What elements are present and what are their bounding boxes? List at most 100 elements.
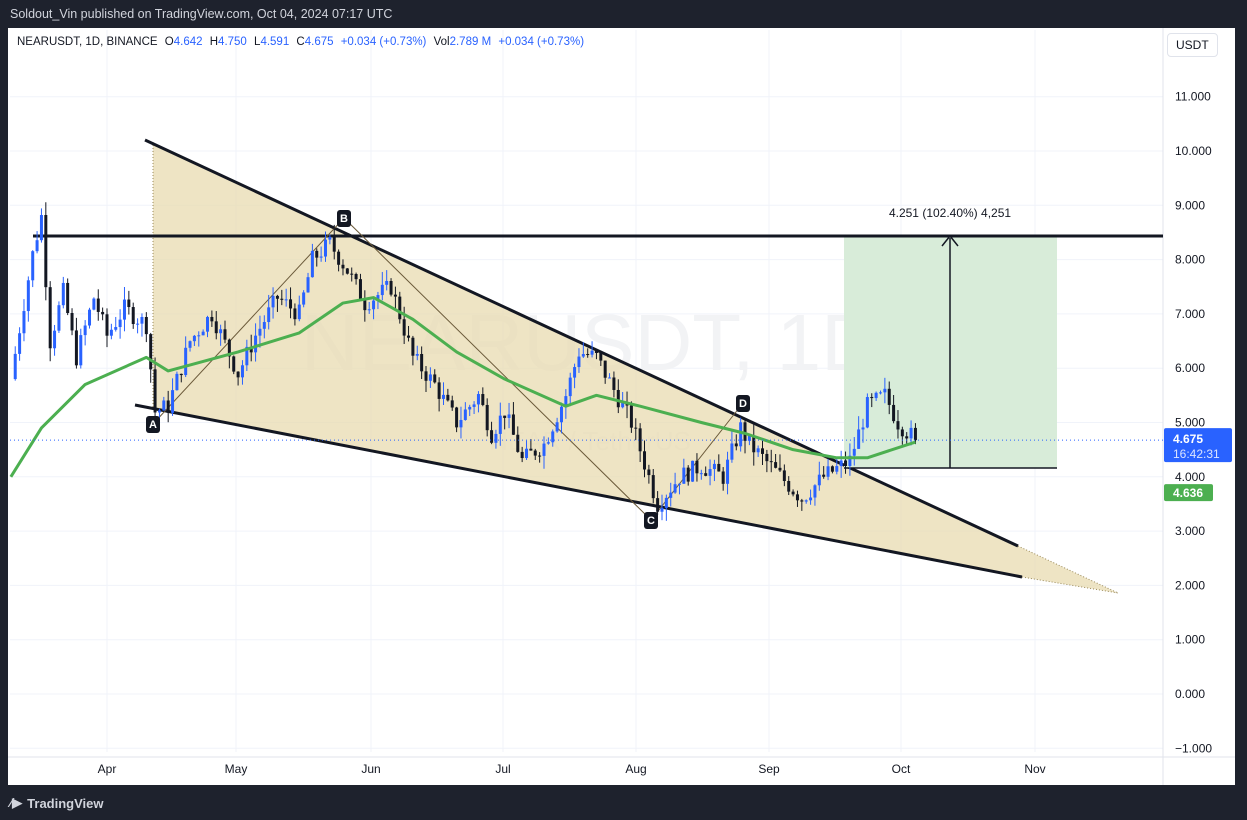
candle-body <box>844 460 848 466</box>
candle-body <box>48 287 52 349</box>
candle-body <box>236 371 240 378</box>
candle-body <box>188 341 192 348</box>
last-price-badge <box>1164 428 1232 463</box>
candle-body <box>39 215 43 241</box>
candle-body <box>717 463 721 472</box>
candle-body <box>367 309 371 311</box>
candle-body <box>857 429 861 449</box>
candle-body <box>459 419 463 428</box>
candle-body <box>599 353 603 361</box>
candle-body <box>284 299 288 301</box>
candle-body <box>450 400 454 408</box>
candle-body <box>835 466 839 472</box>
candle-body <box>900 429 904 437</box>
candle-body <box>542 443 546 456</box>
candle-body <box>791 491 795 495</box>
ma-value-label: 4.636 <box>1173 486 1203 500</box>
candle-body <box>682 467 686 484</box>
candle-body <box>485 404 489 431</box>
x-tick-label: Jul <box>495 762 510 776</box>
y-tick-label: 3.000 <box>1175 524 1205 538</box>
currency-button[interactable]: USDT <box>1167 33 1218 57</box>
candle-body <box>726 459 730 484</box>
candle-body <box>297 304 301 320</box>
candle-body <box>363 300 367 311</box>
volume-change: +0.034 (+0.73%) <box>498 36 585 48</box>
brand-label: TradingView <box>27 795 104 811</box>
candle-body <box>573 367 577 378</box>
candle-body <box>415 353 419 356</box>
candle-body <box>586 354 590 356</box>
candle-body <box>809 497 813 501</box>
ma-value-badge <box>1164 484 1213 502</box>
candle-body <box>289 299 293 309</box>
candle-body <box>101 311 105 315</box>
candle-body <box>778 467 782 471</box>
close-label: C <box>296 36 305 48</box>
candle-body <box>114 327 118 330</box>
candle-body <box>581 354 585 357</box>
candle-body <box>559 406 563 423</box>
y-tick-label: 6.000 <box>1175 361 1205 375</box>
candle-body <box>385 280 389 285</box>
candle-body <box>660 507 664 512</box>
candle-body <box>883 388 887 393</box>
candle-body <box>634 427 638 429</box>
candle-body <box>782 470 786 482</box>
candle-body <box>341 264 345 269</box>
candle-body <box>441 394 445 399</box>
candle-body <box>219 329 223 334</box>
candle-body <box>865 397 869 428</box>
symbol-info[interactable]: NEARUSDT, 1D, BINANCE <box>17 36 158 48</box>
candle-body <box>739 422 743 447</box>
candle-body <box>446 394 450 401</box>
candle-body <box>712 463 716 470</box>
candle-body <box>756 448 760 453</box>
candle-body <box>747 435 751 441</box>
tradingview-brand[interactable]: ⁄▶ TradingView <box>10 795 104 811</box>
x-tick-label: May <box>225 762 248 776</box>
candle-body <box>896 421 900 430</box>
candle-body <box>647 469 651 476</box>
candle-body <box>407 335 411 338</box>
candle-body <box>372 300 376 310</box>
candle-body <box>306 277 310 293</box>
candle-body <box>621 402 625 408</box>
wedge-lower-trendline <box>134 403 1023 579</box>
candle-body <box>83 325 87 336</box>
candle-body <box>730 443 734 460</box>
x-tick-label: Sep <box>758 762 780 776</box>
candle-body <box>507 414 511 418</box>
candle-body <box>839 460 843 467</box>
candle-body <box>769 461 773 463</box>
candle-body <box>149 334 153 370</box>
candle-body <box>691 460 695 482</box>
candle-body <box>656 498 660 512</box>
candle-body <box>594 350 598 354</box>
pattern-point-label: C <box>647 515 655 527</box>
candle-body <box>267 307 271 323</box>
x-tick-label: Aug <box>625 762 646 776</box>
candle-body <box>874 392 878 399</box>
candle-body <box>389 280 393 295</box>
y-tick-label: −1.000 <box>1175 741 1212 755</box>
candle-body <box>227 339 231 357</box>
y-tick-label: 10.000 <box>1175 144 1212 158</box>
y-tick-label: 5.000 <box>1175 416 1205 430</box>
candle-body <box>88 309 92 326</box>
candle-body <box>826 466 830 477</box>
candle-body <box>402 319 406 336</box>
close-value: 4.675 <box>304 36 334 48</box>
candle-body <box>476 394 480 405</box>
pattern-point-marker <box>146 416 160 433</box>
candle-body <box>26 280 30 312</box>
candle-body <box>179 373 183 376</box>
candle-body <box>905 436 909 439</box>
candle-body <box>92 298 96 310</box>
y-tick-label: 4.000 <box>1175 470 1205 484</box>
candle-body <box>332 237 336 252</box>
candle-body <box>503 415 507 418</box>
candle-body <box>79 335 83 366</box>
candle-body <box>892 404 896 422</box>
